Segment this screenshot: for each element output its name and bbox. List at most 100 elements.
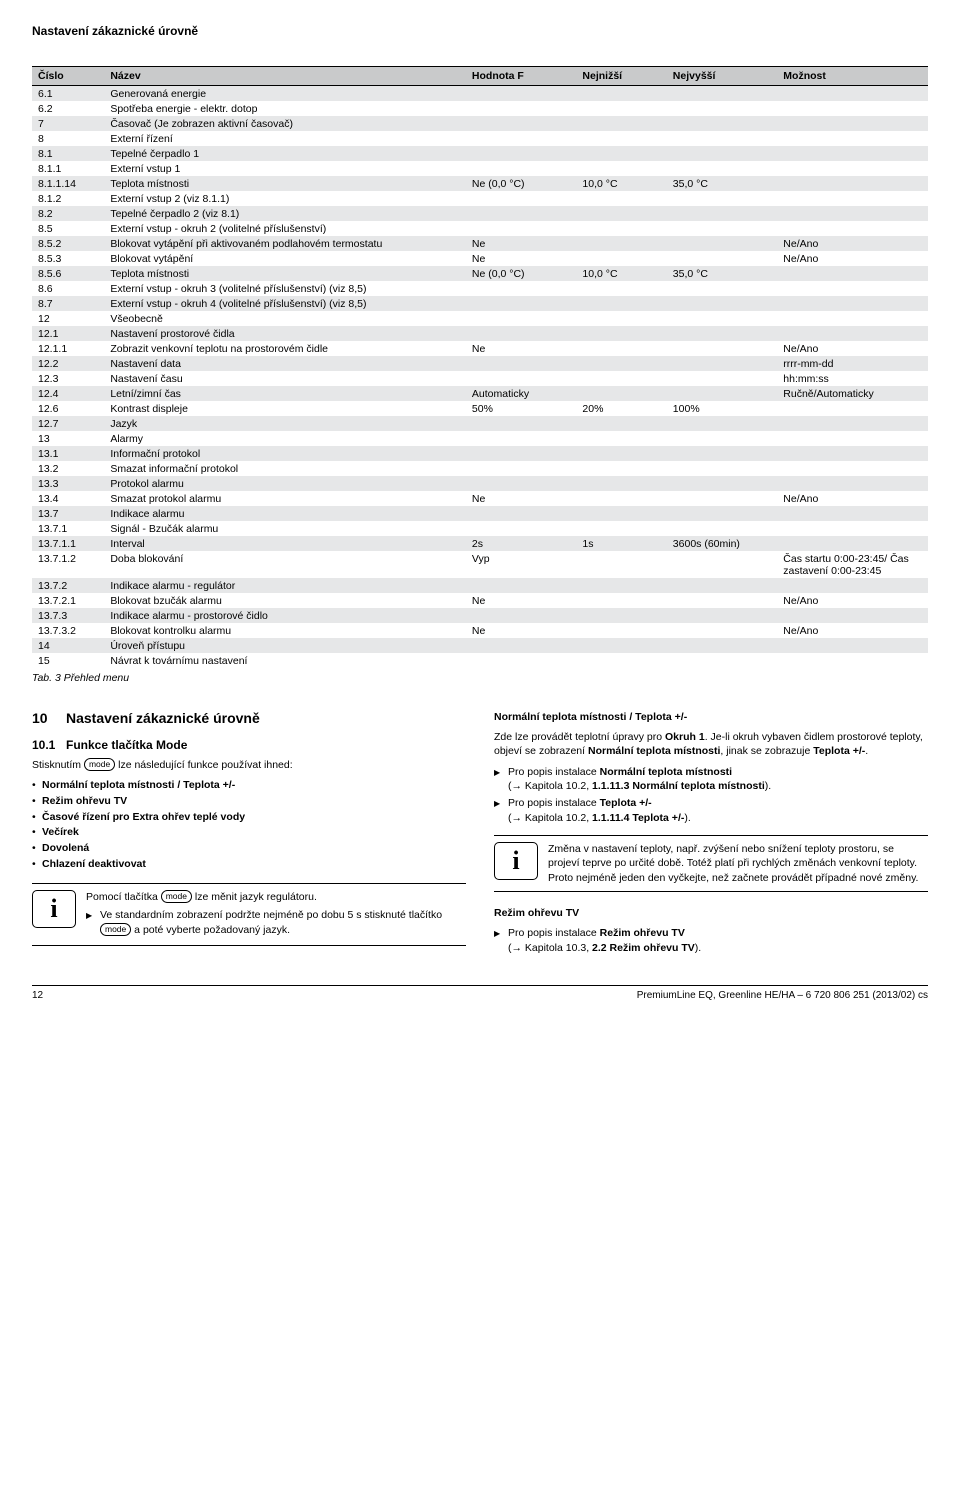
table-cell: 10,0 °C bbox=[576, 266, 666, 281]
txt: ). bbox=[684, 812, 690, 824]
table-cell bbox=[576, 461, 666, 476]
table-cell bbox=[576, 311, 666, 326]
table-cell: 8.5.6 bbox=[32, 266, 104, 281]
table-cell bbox=[667, 608, 777, 623]
table-row: 8.1.1Externí vstup 1 bbox=[32, 161, 928, 176]
list-item: Chlazení deaktivovat bbox=[32, 857, 466, 873]
table-cell bbox=[466, 461, 576, 476]
table-cell bbox=[576, 341, 666, 356]
table-row: 13.7.2Indikace alarmu - regulátor bbox=[32, 578, 928, 593]
table-cell bbox=[466, 296, 576, 311]
table-cell bbox=[777, 86, 928, 102]
info-icon: i bbox=[494, 842, 538, 880]
table-header-row: Číslo Název Hodnota F Nejnižší Nejvyšší … bbox=[32, 67, 928, 86]
table-cell bbox=[667, 491, 777, 506]
table-cell bbox=[576, 191, 666, 206]
table-cell: Návrat k továrnímu nastavení bbox=[104, 653, 466, 668]
left-column: 10Nastavení zákaznické úrovně 10.1Funkce… bbox=[32, 710, 466, 965]
table-cell: Ne bbox=[466, 251, 576, 266]
arrow-item: Pro popis instalace Normální teplota mís… bbox=[494, 765, 928, 794]
table-cell bbox=[667, 371, 777, 386]
mode-functions-list: Normální teplota místnosti / Teplota +/-… bbox=[32, 778, 466, 873]
table-cell bbox=[576, 578, 666, 593]
th-nazev: Název bbox=[104, 67, 466, 86]
table-cell bbox=[777, 266, 928, 281]
table-cell bbox=[667, 326, 777, 341]
table-cell: 8.1 bbox=[32, 146, 104, 161]
table-cell bbox=[777, 461, 928, 476]
table-cell bbox=[576, 356, 666, 371]
table-cell bbox=[777, 116, 928, 131]
table-cell bbox=[576, 86, 666, 102]
table-cell bbox=[667, 476, 777, 491]
table-cell bbox=[466, 638, 576, 653]
table-cell bbox=[466, 506, 576, 521]
table-cell: 8.5.2 bbox=[32, 236, 104, 251]
txt: (→ Kapitola 10.2, bbox=[508, 780, 592, 792]
table-cell: 13.7 bbox=[32, 506, 104, 521]
info-text: Změna v nastavení teploty, např. zvýšení… bbox=[546, 836, 928, 891]
footer-doc-id: PremiumLine EQ, Greenline HE/HA – 6 720 … bbox=[637, 990, 928, 1001]
table-cell: 20% bbox=[576, 401, 666, 416]
table-cell bbox=[777, 446, 928, 461]
table-cell bbox=[667, 131, 777, 146]
table-cell bbox=[466, 146, 576, 161]
table-cell: Informační protokol bbox=[104, 446, 466, 461]
table-cell bbox=[466, 431, 576, 446]
table-cell bbox=[667, 341, 777, 356]
table-cell bbox=[576, 491, 666, 506]
txt: Pro popis instalace bbox=[508, 927, 600, 939]
table-row: 13.7.3.2Blokovat kontrolku alarmuNeNe/An… bbox=[32, 623, 928, 638]
table-cell: Blokovat vytápění bbox=[104, 251, 466, 266]
table-cell bbox=[667, 521, 777, 536]
table-cell: Kontrast displeje bbox=[104, 401, 466, 416]
table-cell: 6.2 bbox=[32, 101, 104, 116]
table-cell: Ne/Ano bbox=[777, 341, 928, 356]
txt: Zde lze provádět teplotní úpravy pro bbox=[494, 731, 665, 743]
table-row: 13.2Smazat informační protokol bbox=[32, 461, 928, 476]
table-cell bbox=[466, 371, 576, 386]
table-caption: Tab. 3 Přehled menu bbox=[32, 672, 928, 684]
table-cell: Nastavení data bbox=[104, 356, 466, 371]
table-cell bbox=[466, 191, 576, 206]
info-text: Pomocí tlačítka mode lze měnit jazyk reg… bbox=[84, 884, 466, 946]
table-cell: Blokovat vytápění při aktivovaném podlah… bbox=[104, 236, 466, 251]
right-column: Normální teplota místnosti / Teplota +/-… bbox=[494, 710, 928, 965]
table-row: 6.2Spotřeba energie - elektr. dotop bbox=[32, 101, 928, 116]
table-cell bbox=[576, 506, 666, 521]
table-row: 14Úroveň přístupu bbox=[32, 638, 928, 653]
txt-bold: 1.1.11.3 Normální teplota místnosti bbox=[592, 780, 765, 792]
table-cell bbox=[466, 356, 576, 371]
table-cell: 12.3 bbox=[32, 371, 104, 386]
table-row: 8Externí řízení bbox=[32, 131, 928, 146]
table-cell: Smazat informační protokol bbox=[104, 461, 466, 476]
table-cell: 100% bbox=[667, 401, 777, 416]
table-cell bbox=[777, 506, 928, 521]
table-row: 8.2Tepelné čerpadlo 2 (viz 8.1) bbox=[32, 206, 928, 221]
table-cell: hh:mm:ss bbox=[777, 371, 928, 386]
info-box-language: i Pomocí tlačítka mode lze měnit jazyk r… bbox=[32, 883, 466, 947]
table-cell bbox=[576, 146, 666, 161]
mode-pill-icon: mode bbox=[161, 890, 192, 903]
table-cell bbox=[667, 551, 777, 578]
table-cell: 8.5.3 bbox=[32, 251, 104, 266]
table-cell: Ne bbox=[466, 236, 576, 251]
table-cell bbox=[466, 521, 576, 536]
table-cell: Teplota místnosti bbox=[104, 176, 466, 191]
table-cell bbox=[777, 131, 928, 146]
table-cell bbox=[576, 251, 666, 266]
table-cell bbox=[576, 593, 666, 608]
table-cell: rrrr-mm-dd bbox=[777, 356, 928, 371]
table-row: 13.7.1.1Interval2s1s3600s (60min) bbox=[32, 536, 928, 551]
table-cell bbox=[667, 116, 777, 131]
table-cell: Úroveň přístupu bbox=[104, 638, 466, 653]
table-cell bbox=[667, 461, 777, 476]
table-cell: Blokovat bzučák alarmu bbox=[104, 593, 466, 608]
table-cell: 13 bbox=[32, 431, 104, 446]
table-cell bbox=[576, 446, 666, 461]
table-cell: Generovaná energie bbox=[104, 86, 466, 102]
table-cell bbox=[576, 131, 666, 146]
table-cell bbox=[466, 281, 576, 296]
table-cell: 13.7.2 bbox=[32, 578, 104, 593]
txt: (→ Kapitola 10.2, bbox=[508, 812, 592, 824]
